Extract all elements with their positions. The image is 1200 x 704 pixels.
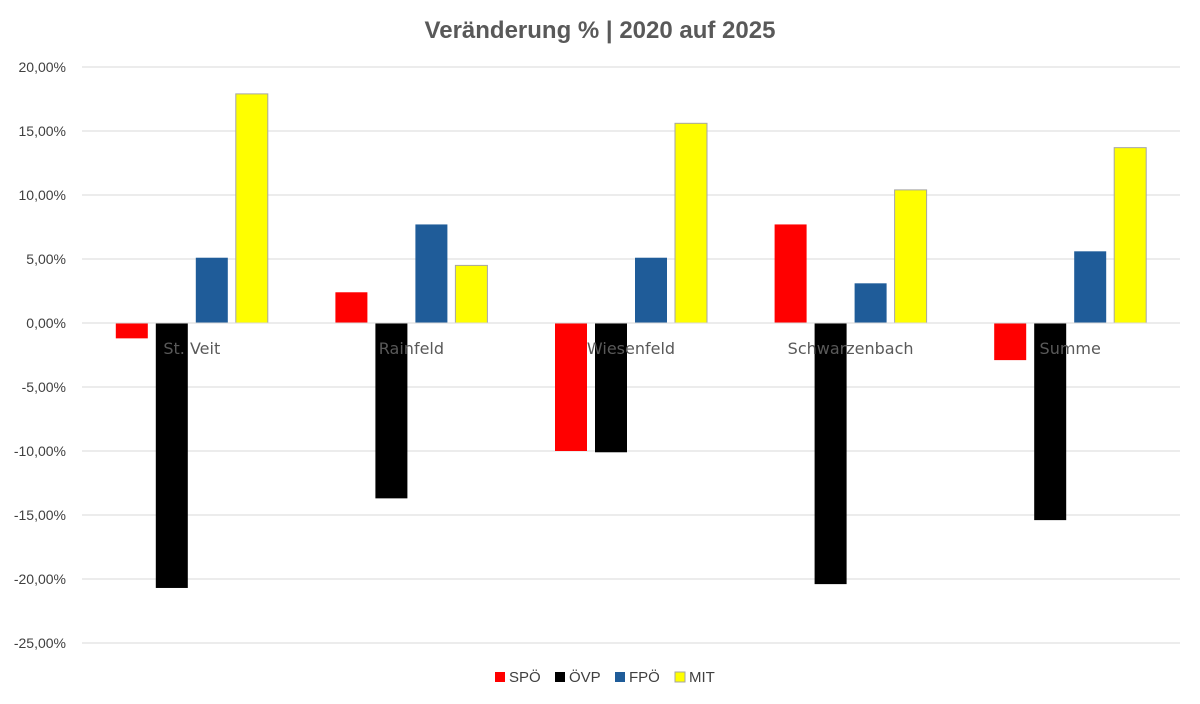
bar-ÖVP-Summe (1034, 323, 1067, 521)
y-tick-label: -5,00% (22, 379, 66, 395)
category-label: Schwarzenbach (788, 339, 914, 358)
bar-SPÖ-St. Veit (115, 323, 148, 339)
legend-swatch (555, 672, 565, 682)
legend-label: MIT (689, 669, 715, 686)
bar-ÖVP-Wiesenfeld (595, 323, 627, 453)
legend: SPÖ ÖVP FPÖ MIT (495, 668, 715, 686)
bar-ÖVP-St. Veit (155, 323, 188, 588)
y-tick-label: 15,00% (19, 123, 66, 139)
y-tick-label: -15,00% (14, 507, 66, 523)
bar-FPÖ-Schwarzenbach (854, 283, 887, 323)
y-tick-label: 10,00% (19, 187, 66, 203)
bar-FPÖ-St. Veit (195, 257, 228, 323)
bar-ÖVP-Rainfeld (375, 323, 408, 499)
bar-FPÖ-Wiesenfeld (635, 257, 667, 323)
bar-FPÖ-Rainfeld (415, 224, 448, 323)
y-tick-label: -20,00% (14, 571, 66, 587)
category-label: Summe (1040, 339, 1101, 358)
bar-MIT-Summe (1113, 147, 1147, 324)
y-tick-label: -10,00% (14, 443, 66, 459)
y-tick-label: 5,00% (26, 251, 66, 267)
legend-label: ÖVP (569, 668, 601, 686)
chart-title: Veränderung % | 2020 auf 2025 (425, 17, 776, 44)
bar-SPÖ-Rainfeld (335, 292, 368, 323)
y-axis-ticks: 20,00% 15,00% 10,00% 5,00% 0,00% -5,00% -10,00… (14, 59, 66, 651)
legend-item: ÖVP (555, 668, 601, 686)
bar-SPÖ-Schwarzenbach (774, 224, 807, 323)
legend-swatch (674, 671, 686, 683)
legend-item: MIT (674, 669, 715, 686)
bar-SPÖ-Wiesenfeld (555, 323, 587, 451)
y-tick-label: 0,00% (26, 315, 66, 331)
category-label: St. Veit (163, 339, 220, 358)
legend-item: FPÖ (615, 668, 660, 686)
bars (82, 93, 1180, 588)
bar-SPÖ-Summe (994, 323, 1027, 361)
legend-swatch (495, 672, 505, 682)
category-labels: St. Veit Rainfeld Wiesenfeld Schwarzenbach S… (163, 339, 1100, 358)
legend-swatch (615, 672, 625, 682)
bar-MIT-St. Veit (235, 93, 269, 324)
category-label: Rainfeld (379, 339, 444, 358)
category-label: Wiesenfeld (587, 339, 675, 358)
bar-MIT-Rainfeld (454, 264, 488, 324)
y-tick-label: 20,00% (19, 59, 66, 75)
bar-ÖVP-Schwarzenbach (814, 323, 847, 585)
legend-label: FPÖ (629, 668, 660, 686)
bar-MIT-Wiesenfeld (674, 122, 708, 324)
legend-label: SPÖ (509, 668, 541, 686)
bar-MIT-Schwarzenbach (894, 189, 928, 324)
bar-FPÖ-Summe (1074, 251, 1107, 323)
y-tick-label: -25,00% (14, 635, 66, 651)
legend-item: SPÖ (495, 668, 541, 686)
